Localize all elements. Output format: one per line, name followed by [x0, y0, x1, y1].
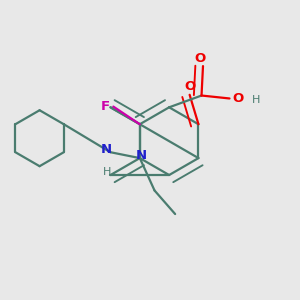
Text: N: N	[136, 149, 147, 162]
Text: O: O	[232, 92, 244, 105]
Text: N: N	[101, 143, 112, 156]
Text: F: F	[101, 100, 110, 113]
Text: H: H	[252, 95, 260, 105]
Text: O: O	[184, 80, 195, 93]
Text: O: O	[194, 52, 206, 64]
Text: H: H	[103, 167, 111, 177]
